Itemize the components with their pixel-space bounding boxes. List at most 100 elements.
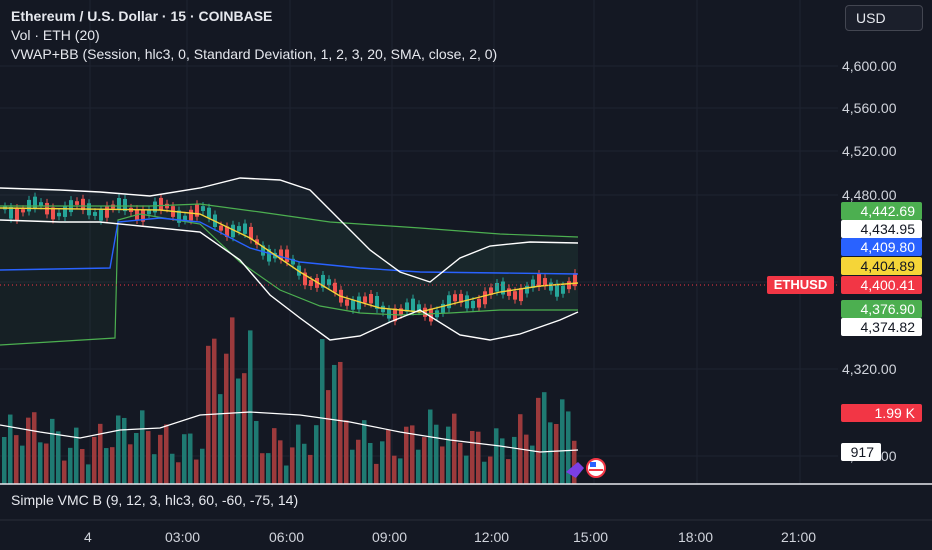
upper-green-band-tag: 4,442.69 [841,202,922,220]
volume-bar [212,338,217,484]
last-price-tag: 4,400.41 [841,276,922,294]
volume-bar [146,431,151,484]
volume-bar [416,449,421,484]
volume-bar [272,428,277,484]
candle-body [201,206,205,211]
price-tick: 4,320.00 [842,361,897,377]
volume-bar [380,441,385,484]
vwap-tag: 4,409.80 [841,238,922,256]
time-tick: 18:00 [678,529,714,545]
volume-bar [374,463,379,484]
price-tick: 4,520.00 [842,143,897,159]
volume-bar [242,373,247,484]
volume-bar [344,420,349,484]
volume-bar [284,465,289,484]
candle-body [549,282,553,291]
volume-bar [320,339,325,484]
volume-bar [410,425,415,484]
volume-bar [20,445,25,484]
volume-bar [548,422,553,484]
candle-body [63,205,67,217]
time-tick: 09:00 [372,529,408,545]
volume-bar [422,437,427,484]
candle-body [9,206,13,219]
volume-bar [506,459,511,484]
candle-body [159,197,163,211]
volume-bar [326,390,331,484]
volume-bar [542,392,547,484]
candle-body [105,205,109,218]
candle-body [363,296,367,303]
lower-white-band-line [0,219,579,341]
volume-bar [332,364,337,484]
candle-body [291,258,295,265]
volume-bar [404,426,409,484]
volume-bar [368,442,373,484]
time-tick: 12:00 [474,529,510,545]
candle-body [333,282,337,293]
volume-bar [194,459,199,484]
volume-bar [116,415,121,484]
rocket-flag-icon [566,462,584,478]
symbol-title[interactable]: Ethereum / U.S. Dollar · 15 · COINBASE [11,8,273,24]
candle-body [375,295,379,309]
volume-bar [248,330,253,484]
volume-bar [350,449,355,484]
volume-bar [530,445,535,484]
candle-body [117,198,121,210]
volume-bar [458,442,463,484]
candle-body [243,223,247,234]
volume-bar [98,423,103,484]
currency-button[interactable]: USD [845,5,923,31]
lower-pane-legend[interactable]: Simple VMC B (9, 12, 3, hlc3, 60, -60, -… [11,492,299,508]
candle-body [99,209,103,221]
volume-bar [446,426,451,484]
volume-bar [386,429,391,484]
candle-body [399,308,403,315]
candle-body [51,207,55,220]
candle-body [57,212,61,217]
candle-body [441,303,445,313]
candle-body [267,248,271,262]
vwap-legend[interactable]: VWAP+BB (Session, hlc3, 0, Standard Devi… [11,46,498,62]
candle-body [417,304,421,312]
volume-bar [92,436,97,484]
candle-body [195,204,199,217]
volume-bar [44,443,49,484]
candle-body [81,198,85,211]
vwap-line [0,217,579,275]
volume-bar [566,411,571,484]
volume-bar [140,410,145,484]
candle-body [21,209,25,213]
volume-bar [164,424,169,484]
candle-body [351,300,355,310]
volume-bar [338,361,343,484]
candle-body [249,226,253,240]
price-tick: 4,600.00 [842,58,897,74]
candle-body [39,202,43,206]
candle-body [429,308,433,322]
candle-body [93,212,97,216]
volume-legend[interactable]: Vol · ETH (20) [11,27,100,43]
candle-body [165,203,169,209]
volume-bar [440,446,445,484]
upper-green-band-line [0,203,579,238]
volume-bar [200,448,205,484]
vwap-band-fill [0,204,578,345]
time-tick: 03:00 [165,529,201,545]
candle-body [345,299,349,306]
candle-body [555,283,559,297]
volume-bar [170,453,175,484]
candle-body [543,278,547,286]
volume-bar [230,317,235,484]
volume-bar [2,437,7,484]
candle-body [531,279,535,288]
volume-bar [134,433,139,484]
volume-bar [32,412,37,484]
volume-bar [86,464,91,484]
volume-bar [176,462,181,484]
volume-tag: 1.99 K [841,404,922,422]
candle-body [477,298,481,308]
us-flag-canton [590,462,596,467]
